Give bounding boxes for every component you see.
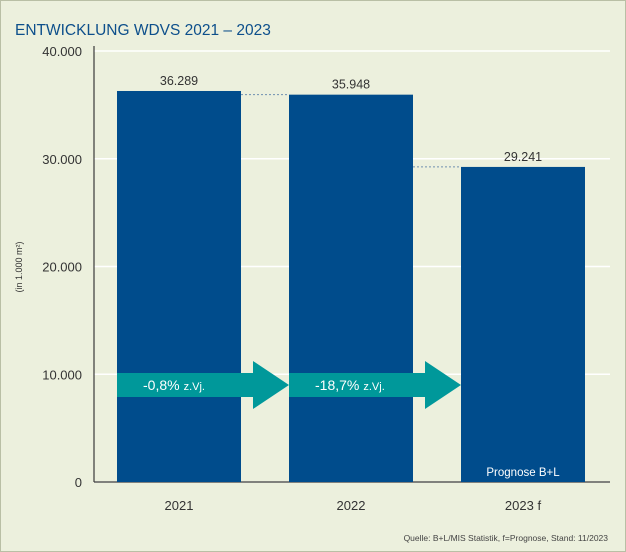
change-suffix: z.Vj. — [363, 381, 384, 393]
y-tick-label: 0 — [75, 475, 82, 490]
arrows-layer: -0,8% z.Vj. -18,7% z.Vj. — [117, 361, 461, 409]
bar-2023-f — [461, 166, 585, 482]
change-percent: -18,7% — [315, 377, 359, 393]
y-tick-label: 30.000 — [42, 152, 82, 167]
bar-annotation: Prognose B+L — [486, 467, 560, 479]
labels-layer: 0 10.000 20.000 30.000 40.000 36.289 2021 35.94… — [42, 44, 560, 513]
change-arrow-label: -0,8% z.Vj. — [143, 377, 205, 393]
change-percent: -0,8% — [143, 377, 180, 393]
y-tick-label: 40.000 — [42, 44, 82, 59]
change-arrow — [117, 361, 289, 409]
change-arrow-label: -18,7% z.Vj. — [315, 377, 385, 393]
bar-2021 — [117, 90, 241, 482]
y-tick-label: 10.000 — [42, 367, 82, 382]
value-label: 29.241 — [504, 150, 542, 164]
y-tick-label: 20.000 — [42, 260, 82, 275]
value-label: 35.948 — [332, 78, 370, 92]
x-tick-label: 2022 — [337, 498, 366, 513]
x-tick-label: 2021 — [165, 498, 194, 513]
value-label: 36.289 — [160, 74, 198, 88]
change-arrow — [289, 361, 461, 409]
source-note: Quelle: B+L/MIS Statistik, f=Prognose, S… — [404, 533, 609, 543]
chart-title: ENTWICKLUNG WDVS 2021 – 2023 — [15, 22, 271, 39]
y-axis-label: (in 1.000 m²) — [14, 241, 24, 292]
bars-layer — [117, 90, 585, 482]
x-tick-label: 2023 f — [505, 498, 542, 513]
change-suffix: z.Vj. — [184, 381, 205, 393]
bar-2022 — [289, 94, 413, 482]
